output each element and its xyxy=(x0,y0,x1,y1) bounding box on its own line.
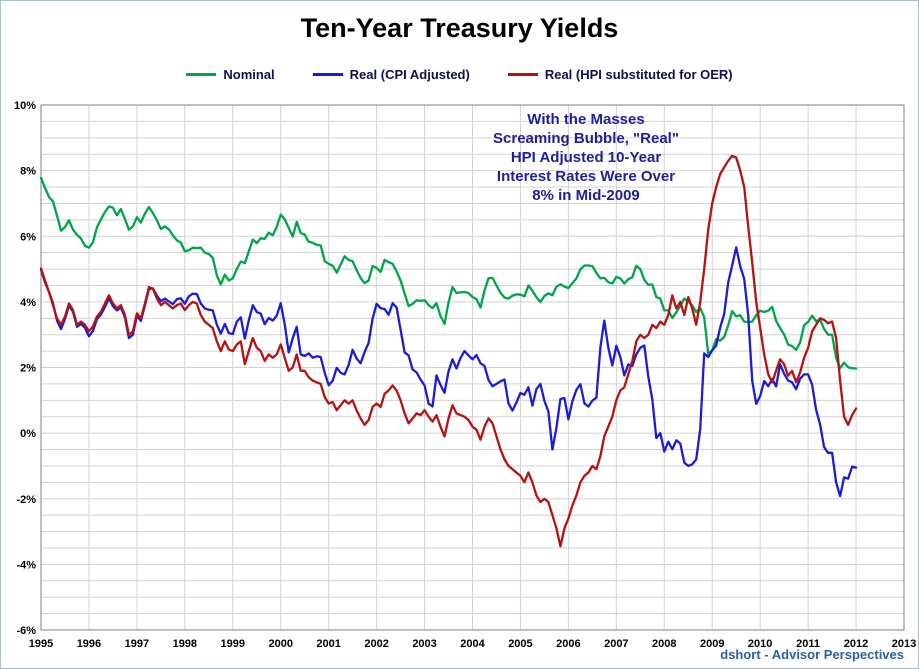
x-tick-label: 2007 xyxy=(604,638,628,650)
x-tick-label: 2003 xyxy=(412,638,436,650)
x-tick-label: 2002 xyxy=(364,638,388,650)
y-tick-label: 4% xyxy=(20,297,36,309)
x-tick-label: 2000 xyxy=(268,638,292,650)
x-tick-label: 2001 xyxy=(316,638,340,650)
y-tick-label: -6% xyxy=(16,625,36,637)
chart-credit: dshort - Advisor Perspectives xyxy=(720,647,904,662)
series-line-2 xyxy=(39,154,858,548)
legend-label: Nominal xyxy=(223,67,275,82)
x-tick-label: 2004 xyxy=(460,638,485,650)
y-tick-label: 8% xyxy=(20,166,36,178)
x-tick-label: 2010 xyxy=(748,638,772,650)
x-tick-label: 1995 xyxy=(29,638,53,650)
legend-swatch-icon xyxy=(507,73,538,76)
legend-swatch-icon xyxy=(312,73,343,76)
y-tick-label: 2% xyxy=(20,363,36,375)
x-tick-label: 1999 xyxy=(221,638,245,650)
x-tick-label: 2006 xyxy=(556,638,580,650)
plot-border xyxy=(40,104,905,631)
y-tick-label: 10% xyxy=(14,100,36,112)
x-tick-label: 2008 xyxy=(652,638,676,650)
x-tick-label: 1997 xyxy=(125,638,149,650)
legend-label: Real (CPI Adjusted) xyxy=(349,67,470,82)
annotation-line: 8% in Mid-2009 xyxy=(532,187,640,204)
y-tick-label: 0% xyxy=(20,428,36,440)
y-tick-label: -4% xyxy=(16,559,36,571)
x-tick-label: 2012 xyxy=(844,638,868,650)
x-tick-label: 1998 xyxy=(173,638,197,650)
x-tick-label: 2009 xyxy=(700,638,724,650)
series-line-0 xyxy=(39,176,858,370)
legend-swatch-icon xyxy=(186,73,217,76)
annotation-line: Interest Rates Were Over xyxy=(496,168,676,185)
series-line-1 xyxy=(39,246,858,498)
x-tick-label: 1996 xyxy=(77,638,101,650)
chart-annotation: With the Masses Screaming Bubble, "Real" H… xyxy=(419,110,753,205)
legend-item-1: Real (CPI Adjusted) xyxy=(312,67,470,82)
x-tick-label: 2013 xyxy=(892,638,916,650)
x-tick-label: 2005 xyxy=(508,638,532,650)
legend-label: Real (HPI substituted for OER) xyxy=(544,67,733,82)
chart-title: Ten-Year Treasury Yields xyxy=(300,13,619,43)
chart-legend: Nominal Real (CPI Adjusted) Real (HPI subs… xyxy=(1,67,918,82)
y-tick-label: 6% xyxy=(20,231,36,243)
legend-item-0: Nominal xyxy=(186,67,275,82)
gridlines xyxy=(41,105,904,630)
x-tick-label: 2011 xyxy=(796,638,820,650)
annotation-line: HPI Adjusted 10-Year xyxy=(510,149,662,166)
y-tick-label: -2% xyxy=(16,494,36,506)
y-axis-labels: 10% 8% 6% 4% 2% 0% -2% -4% -6% xyxy=(14,100,36,637)
legend-item-2: Real (HPI substituted for OER) xyxy=(507,67,733,82)
annotation-line: Screaming Bubble, "Real" xyxy=(493,130,679,147)
annotation-line: With the Masses xyxy=(527,111,645,128)
x-axis-labels: 1995 1996 1997 1998 1999 2000 2001 2002 2003 2004… xyxy=(29,638,916,650)
